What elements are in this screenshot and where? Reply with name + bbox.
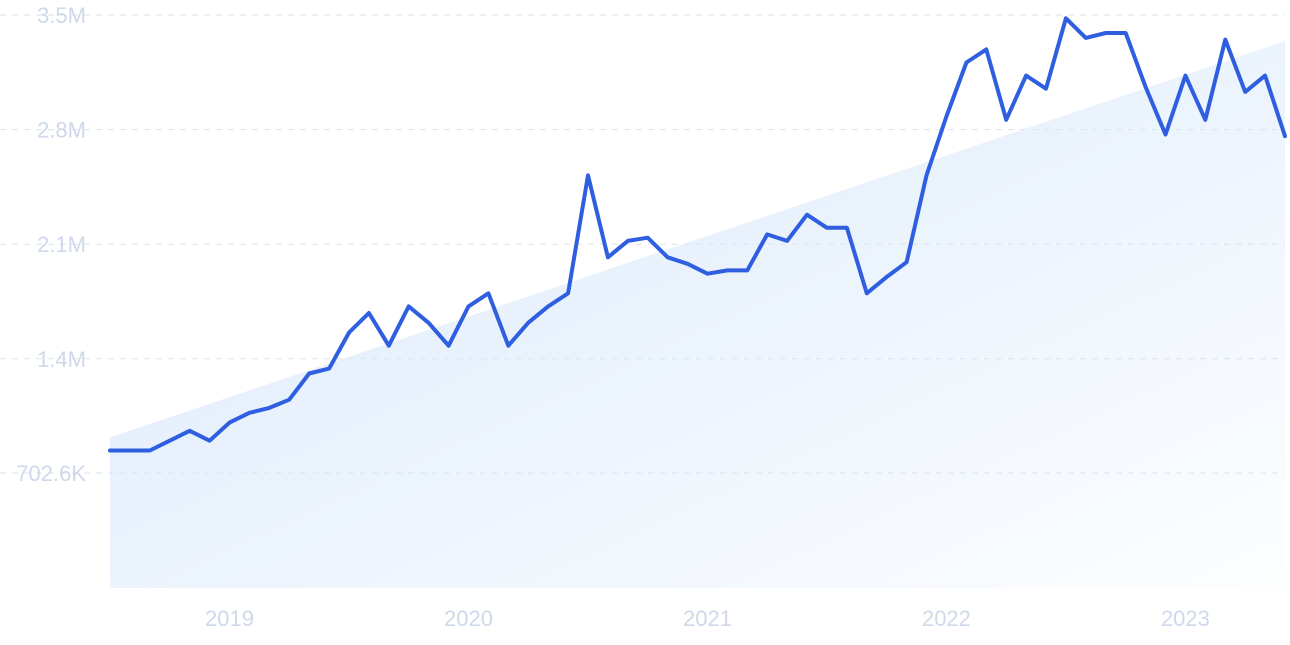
y-tick-label: 1.4M (37, 347, 86, 372)
trend-area (110, 41, 1285, 588)
y-tick-label: 2.1M (37, 232, 86, 257)
series-line (108, 16, 1287, 453)
x-tick-label: 2019 (205, 606, 254, 631)
x-tick-label: 2021 (683, 606, 732, 631)
trend-area-layer (110, 41, 1285, 588)
series-line-layer (108, 16, 1287, 453)
y-axis-tick-labels: 702.6K 1.4M 2.1M 2.8M 3.5M (16, 3, 86, 486)
y-tick-label: 3.5M (37, 3, 86, 28)
x-tick-label: 2020 (444, 606, 493, 631)
x-tick-label: 2022 (922, 606, 971, 631)
x-axis-tick-labels: 2019 2020 2021 2022 2023 (205, 606, 1210, 631)
y-tick-label: 702.6K (16, 461, 86, 486)
y-tick-label: 2.8M (37, 118, 86, 143)
x-tick-label: 2023 (1161, 606, 1210, 631)
